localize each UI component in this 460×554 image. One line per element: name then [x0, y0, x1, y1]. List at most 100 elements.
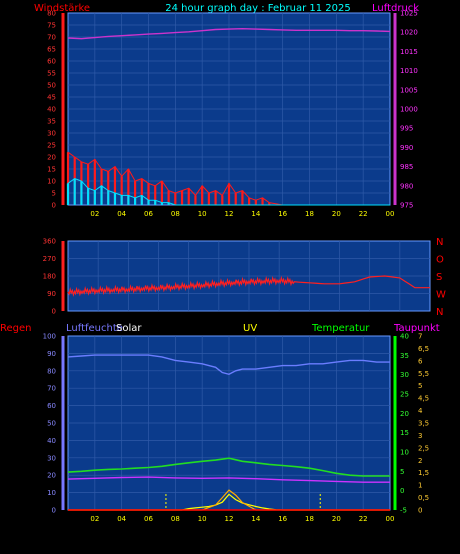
wind-y-tick: 15 — [47, 166, 56, 174]
wind-direction-line — [67, 275, 430, 297]
wind-y-tick: 10 — [47, 178, 56, 186]
direction-y-tick: 360 — [43, 238, 56, 246]
temperature-y-tick: 30 — [400, 371, 409, 379]
pressure-y-axis: 975 980 985 990 995 1000 1005 1010 1015 1020 1025 — [393, 10, 418, 210]
x-tick-label: 10 — [198, 210, 207, 218]
direction-y-axis: 0 90 180 270 360 — [43, 238, 65, 316]
temperature-y-tick: 0 — [400, 487, 404, 495]
uv-y-tick: 4,5 — [418, 395, 429, 403]
pressure-y-tick: 1015 — [400, 48, 418, 56]
uv-y-tick: 2,5 — [418, 444, 429, 452]
uv-y-tick: 6 — [418, 357, 423, 365]
x-tick-label: 16 — [278, 515, 287, 523]
x-tick-label: 00 — [386, 210, 395, 218]
x-tick-label: 14 — [251, 210, 260, 218]
x-tick-label: 08 — [171, 515, 180, 523]
humidity-grid — [68, 336, 390, 510]
wind-y-tick: 80 — [47, 10, 56, 18]
humidity-y-tick: 80 — [47, 367, 56, 375]
x-tick-label: 20 — [332, 515, 341, 523]
humidity-y-tick: 30 — [47, 454, 56, 462]
compass-label: S — [436, 272, 442, 283]
pressure-y-tick: 1025 — [400, 10, 418, 18]
wind-y-tick: 65 — [47, 46, 56, 54]
solar-line — [68, 493, 390, 511]
uv-y-tick: 5 — [418, 382, 422, 390]
humidity-y-tick: 20 — [47, 472, 56, 480]
temperature-y-tick: 40 — [400, 333, 409, 341]
temperature-y-tick: 10 — [400, 449, 409, 457]
wind-y-tick: 5 — [52, 190, 56, 198]
dewpoint-line — [67, 476, 390, 483]
temperature-y-axis: -5 0 5 10 15 20 25 30 35 40 — [393, 333, 409, 515]
wind-y-tick: 20 — [47, 154, 56, 162]
direction-series — [67, 275, 430, 297]
humidity-y-axis: 0 10 20 30 40 50 60 70 80 90 100 — [43, 333, 65, 515]
compass-label: O — [436, 255, 444, 266]
pressure-y-tick: 990 — [400, 144, 413, 152]
x-tick-label: 02 — [90, 210, 99, 218]
humidity-y-tick: 60 — [47, 402, 56, 410]
x-tick-label: 14 — [251, 515, 260, 523]
uv-y-tick: 0,5 — [418, 494, 429, 502]
uv-y-tick: 1,5 — [418, 469, 429, 477]
temperature-y-tick: 15 — [400, 429, 409, 437]
temperature-line — [67, 457, 390, 477]
wind-speed-line — [67, 151, 390, 206]
wind-y-tick: 30 — [47, 130, 56, 138]
pressure-y-tick: 975 — [400, 202, 413, 210]
wind-gust-line — [67, 178, 390, 206]
wind-series — [66, 27, 391, 206]
x-tick-label: 18 — [305, 210, 314, 218]
uv-y-tick: 0 — [418, 507, 422, 515]
pressure-y-tick: 1010 — [400, 67, 418, 75]
x-tick-label: 02 — [90, 515, 99, 523]
chart-title: 24 hour graph day : Februar 11 2025 — [165, 3, 350, 14]
x-tick-label: 10 — [198, 515, 207, 523]
pressure-y-tick: 995 — [400, 125, 413, 133]
wind-y-tick: 35 — [47, 118, 56, 126]
humidity-y-tick: 0 — [52, 507, 56, 515]
temperature-y-tick: 20 — [400, 410, 409, 418]
windstaerke-axis-title: Windstärke — [34, 3, 90, 14]
direction-grid — [68, 241, 430, 311]
wind-y-tick: 45 — [47, 94, 56, 102]
pressure-y-tick: 1005 — [400, 86, 418, 94]
uv-y-tick: 3 — [418, 432, 422, 440]
wind-y-tick: 40 — [47, 106, 56, 114]
wind-y-tick: 60 — [47, 58, 56, 66]
temperature-y-tick: 35 — [400, 352, 409, 360]
luftdruck-axis-title: Luftdruck — [372, 3, 419, 14]
x-tick-label: 06 — [144, 515, 153, 523]
humidity-y-tick: 100 — [43, 333, 56, 341]
x-tick-label: 12 — [225, 210, 234, 218]
direction-y-tick: 180 — [43, 273, 56, 281]
wind-y-axis: 0 5 10 15 20 25 30 35 40 45 50 55 60 65 70 75 80 — [47, 10, 65, 210]
uv-y-tick: 5,5 — [418, 370, 429, 378]
uv-y-tick: 3,5 — [418, 420, 429, 428]
wind-y-tick: 0 — [52, 202, 56, 210]
humidity-line — [67, 354, 390, 376]
pressure-y-tick: 1000 — [400, 106, 418, 114]
x-tick-label: 08 — [171, 210, 180, 218]
pressure-y-tick: 985 — [400, 163, 413, 171]
pressure-y-tick: 1020 — [400, 29, 418, 37]
uv-y-tick: 6,5 — [418, 345, 429, 353]
humidity-y-tick: 90 — [47, 350, 56, 358]
wind-x-axis: 02 04 06 08 10 12 14 16 18 20 22 00 — [90, 210, 394, 218]
compass-label: N — [436, 307, 443, 318]
temperatur-label: Temperatur — [311, 323, 370, 334]
humidity-y-tick: 10 — [47, 489, 56, 497]
temperature-y-tick: 25 — [400, 391, 409, 399]
direction-y-tick: 270 — [43, 255, 56, 263]
compass-label: W — [436, 290, 446, 301]
compass-label: N — [436, 237, 443, 248]
wind-y-tick: 25 — [47, 142, 56, 150]
humidity-x-axis: 02 04 06 08 10 12 14 16 18 20 22 00 — [90, 515, 394, 523]
uv-y-tick: 1 — [418, 482, 422, 490]
